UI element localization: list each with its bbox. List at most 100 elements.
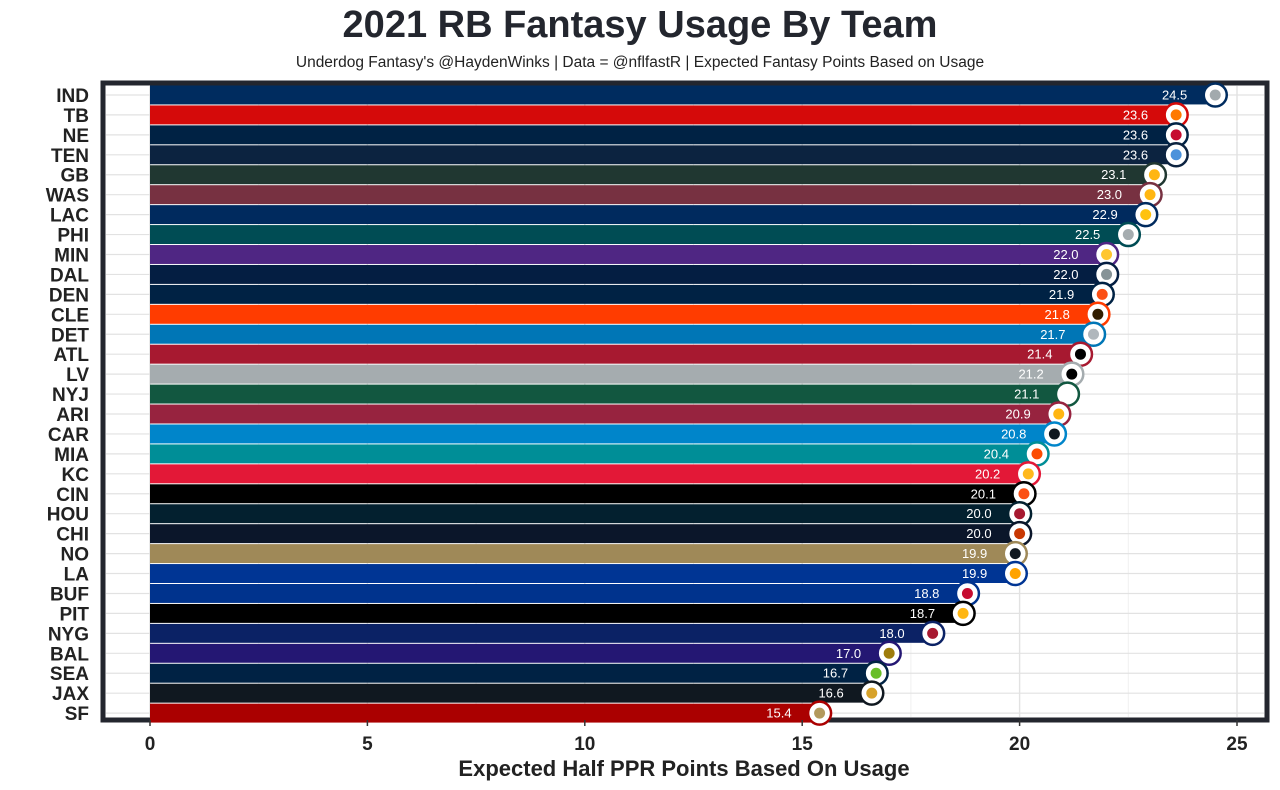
value-label-cle: 21.8 xyxy=(1045,307,1070,322)
value-label-den: 21.9 xyxy=(1049,287,1074,302)
bar-mia xyxy=(150,444,1037,464)
team-label-ten: TEN xyxy=(51,146,89,167)
chart-subtitle: Underdog Fantasy's @HaydenWinks | Data =… xyxy=(295,54,985,71)
jaguars-logo xyxy=(859,680,885,706)
value-labels: 24.5 23.6 23.6 23.6 23.1 23.0 22.9 22.5 22.0 22.0… xyxy=(766,87,1187,720)
team-label-was: WAS xyxy=(46,186,89,207)
bar-lac xyxy=(150,205,1146,225)
team-label-bal: BAL xyxy=(50,644,89,665)
value-label-atl: 21.4 xyxy=(1027,347,1052,362)
team-label-ne: NE xyxy=(63,126,89,147)
team-label-sea: SEA xyxy=(50,664,89,685)
value-label-ne: 23.6 xyxy=(1123,127,1148,142)
value-label-nyg: 18.0 xyxy=(879,626,904,641)
value-label-lv: 21.2 xyxy=(1018,367,1043,382)
titans-logo xyxy=(1163,142,1189,168)
panthers-logo xyxy=(1041,421,1068,447)
x-tick-label: 0 xyxy=(145,734,156,755)
bar-cin xyxy=(150,484,1024,504)
value-label-ari: 20.9 xyxy=(1005,407,1030,422)
raiders-logo xyxy=(1059,361,1085,387)
team-label-ari: ARI xyxy=(56,405,89,426)
49ers-logo xyxy=(806,700,833,726)
bar-car xyxy=(150,424,1055,444)
team-label-tb: TB xyxy=(64,106,89,127)
x-axis-ticks: 0 5 10 15 20 25 xyxy=(145,720,1248,755)
chart-title: 2021 RB Fantasy Usage By Team xyxy=(342,4,938,46)
bar-sf xyxy=(150,703,820,723)
bar-den xyxy=(150,284,1103,304)
bars xyxy=(150,85,1216,723)
value-label-tb: 23.6 xyxy=(1123,107,1148,122)
team-label-det: DET xyxy=(51,325,89,346)
bills-logo xyxy=(954,580,981,607)
value-label-ten: 23.6 xyxy=(1123,147,1148,162)
team-label-sf: SF xyxy=(65,704,89,725)
value-label-bal: 17.0 xyxy=(836,646,861,661)
ravens-logo xyxy=(876,640,902,667)
bar-hou xyxy=(150,504,1020,524)
x-axis-title: Expected Half PPR Points Based On Usage xyxy=(458,756,909,781)
bar-ari xyxy=(150,404,1059,424)
value-label-la: 19.9 xyxy=(962,566,987,581)
team-label-phi: PHI xyxy=(57,226,89,247)
eagles-logo xyxy=(1115,221,1142,248)
value-label-lac: 22.9 xyxy=(1092,207,1117,222)
bar-atl xyxy=(150,344,1081,364)
bar-phi xyxy=(150,225,1129,245)
team-label-nyg: NYG xyxy=(48,624,89,645)
team-label-cin: CIN xyxy=(56,485,89,506)
team-label-atl: ATL xyxy=(53,345,89,366)
team-label-dal: DAL xyxy=(50,265,89,286)
value-label-dal: 22.0 xyxy=(1053,267,1078,282)
team-label-la: LA xyxy=(64,565,90,586)
value-label-chi: 20.0 xyxy=(966,526,991,541)
browns-logo xyxy=(1085,301,1111,328)
bar-buf xyxy=(150,584,968,603)
steelers-logo xyxy=(950,600,976,627)
team-label-jax: JAX xyxy=(52,684,89,705)
bar-jax xyxy=(150,683,872,703)
bar-ind xyxy=(150,85,1216,105)
bar-cle xyxy=(150,304,1098,324)
value-label-was: 23.0 xyxy=(1097,187,1122,202)
bar-ten xyxy=(150,145,1177,165)
value-label-mia: 20.4 xyxy=(984,446,1009,461)
team-label-gb: GB xyxy=(61,166,90,187)
bar-tb xyxy=(150,105,1177,125)
value-label-nyj: 21.1 xyxy=(1014,387,1039,402)
bar-no xyxy=(150,544,1016,564)
team-label-nyj: NYJ xyxy=(52,385,89,406)
cowboys-logo xyxy=(1093,261,1120,288)
value-label-kc: 20.2 xyxy=(975,466,1000,481)
team-logos xyxy=(806,82,1229,726)
vikings-logo xyxy=(1093,241,1120,268)
team-label-buf: BUF xyxy=(50,584,89,605)
bar-det xyxy=(150,324,1094,344)
x-tick-label: 20 xyxy=(1009,734,1030,755)
bar-chi xyxy=(150,524,1020,544)
value-label-phi: 22.5 xyxy=(1075,227,1100,242)
colts-logo xyxy=(1202,82,1229,108)
team-axis-labels: INDTBNETENGBWASLACPHIMINDALDENCLEDETATLL… xyxy=(46,86,90,725)
bar-bal xyxy=(150,643,890,663)
team-label-mia: MIA xyxy=(54,445,89,466)
value-label-ind: 24.5 xyxy=(1162,87,1187,102)
bar-kc xyxy=(150,464,1029,484)
team-label-cle: CLE xyxy=(51,305,89,326)
team-label-car: CAR xyxy=(48,425,89,446)
bar-dal xyxy=(150,264,1107,284)
value-label-hou: 20.0 xyxy=(966,506,991,521)
bar-min xyxy=(150,245,1107,264)
bar-lv xyxy=(150,364,1072,384)
team-label-ind: IND xyxy=(56,86,89,107)
bar-gb xyxy=(150,165,1155,185)
chargers-logo xyxy=(1132,201,1159,228)
x-tick-label: 5 xyxy=(362,734,373,755)
giants-logo xyxy=(919,620,946,647)
x-tick-label: 15 xyxy=(792,734,814,755)
broncos-logo xyxy=(1089,281,1115,308)
bar-pit xyxy=(150,603,964,623)
value-label-jax: 16.6 xyxy=(818,686,843,701)
value-label-gb: 23.1 xyxy=(1101,167,1126,182)
